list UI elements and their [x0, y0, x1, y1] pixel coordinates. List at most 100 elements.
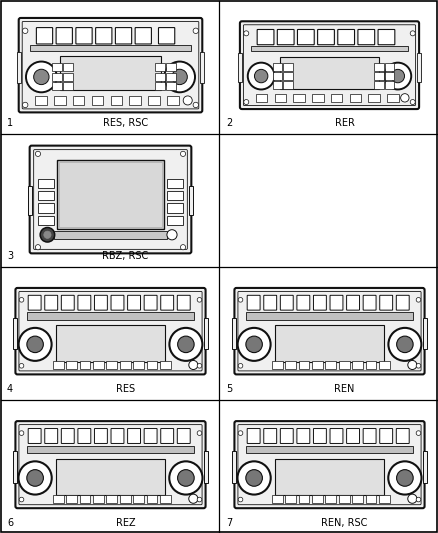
Circle shape — [238, 431, 243, 435]
Bar — [352, 495, 363, 503]
Bar — [280, 57, 378, 88]
Text: 5: 5 — [226, 384, 232, 394]
Bar — [155, 83, 165, 91]
Text: 4: 4 — [7, 384, 13, 394]
Bar — [385, 72, 395, 79]
Bar — [299, 361, 309, 369]
Text: RES: RES — [116, 384, 135, 394]
Bar — [148, 96, 160, 105]
FancyBboxPatch shape — [277, 29, 294, 45]
Circle shape — [248, 63, 275, 90]
Bar — [368, 94, 380, 102]
FancyBboxPatch shape — [56, 28, 72, 44]
FancyBboxPatch shape — [247, 429, 260, 443]
Bar — [283, 63, 293, 70]
Text: 1: 1 — [7, 118, 13, 128]
Bar — [285, 495, 296, 503]
Circle shape — [40, 228, 55, 242]
Circle shape — [238, 328, 271, 361]
Circle shape — [183, 96, 192, 105]
Bar — [233, 451, 237, 483]
Bar — [339, 361, 350, 369]
FancyBboxPatch shape — [177, 429, 190, 443]
Bar — [233, 318, 237, 349]
Bar — [275, 94, 286, 102]
Bar — [272, 361, 283, 369]
FancyBboxPatch shape — [127, 429, 141, 443]
Text: 2: 2 — [226, 118, 232, 128]
Bar — [374, 63, 384, 70]
Bar — [325, 495, 336, 503]
Bar — [339, 495, 350, 503]
Bar — [38, 179, 54, 188]
FancyBboxPatch shape — [95, 295, 107, 310]
FancyBboxPatch shape — [45, 429, 58, 443]
Bar — [53, 495, 64, 503]
Text: REZ: REZ — [116, 518, 135, 528]
Circle shape — [193, 102, 198, 108]
Circle shape — [167, 230, 177, 240]
Bar — [59, 162, 162, 227]
FancyBboxPatch shape — [314, 429, 326, 443]
Bar — [106, 495, 117, 503]
Bar — [27, 446, 194, 453]
FancyBboxPatch shape — [177, 295, 190, 310]
FancyBboxPatch shape — [15, 421, 205, 508]
FancyBboxPatch shape — [330, 429, 343, 443]
Bar — [53, 361, 64, 369]
Bar — [160, 495, 171, 503]
FancyBboxPatch shape — [159, 28, 175, 44]
Bar — [275, 326, 385, 362]
Circle shape — [27, 336, 43, 353]
Circle shape — [397, 336, 413, 353]
Bar — [14, 318, 18, 349]
FancyBboxPatch shape — [135, 28, 152, 44]
Text: REN: REN — [334, 384, 355, 394]
Bar — [387, 94, 399, 102]
FancyBboxPatch shape — [363, 429, 376, 443]
FancyBboxPatch shape — [36, 28, 53, 44]
Bar — [80, 361, 90, 369]
Bar — [166, 63, 176, 71]
FancyBboxPatch shape — [297, 429, 310, 443]
Bar — [60, 56, 161, 91]
FancyBboxPatch shape — [78, 429, 91, 443]
Bar — [52, 83, 62, 91]
FancyBboxPatch shape — [314, 295, 326, 310]
FancyBboxPatch shape — [45, 295, 58, 310]
Circle shape — [401, 94, 409, 102]
Bar — [155, 63, 165, 71]
Bar — [204, 318, 208, 349]
Circle shape — [197, 297, 202, 302]
Bar — [423, 451, 427, 483]
Circle shape — [170, 328, 202, 361]
FancyBboxPatch shape — [396, 429, 409, 443]
Bar — [63, 63, 73, 71]
Bar — [204, 451, 208, 483]
Bar — [312, 495, 323, 503]
Circle shape — [238, 297, 243, 302]
Circle shape — [34, 69, 49, 85]
Circle shape — [388, 462, 421, 495]
Bar — [238, 53, 242, 82]
FancyBboxPatch shape — [338, 29, 354, 45]
Circle shape — [193, 28, 198, 34]
Bar — [167, 191, 183, 200]
Circle shape — [26, 61, 57, 92]
Bar — [106, 361, 117, 369]
FancyBboxPatch shape — [78, 295, 91, 310]
Bar — [14, 451, 18, 483]
Bar — [52, 63, 62, 71]
FancyBboxPatch shape — [330, 295, 343, 310]
Bar — [27, 312, 194, 320]
Bar — [160, 361, 171, 369]
Circle shape — [391, 69, 405, 83]
Bar — [200, 52, 204, 83]
Bar — [133, 361, 144, 369]
Circle shape — [197, 431, 202, 435]
Bar — [366, 495, 376, 503]
Bar — [166, 72, 176, 81]
FancyBboxPatch shape — [161, 295, 173, 310]
Bar — [80, 495, 90, 503]
Bar — [28, 186, 32, 215]
